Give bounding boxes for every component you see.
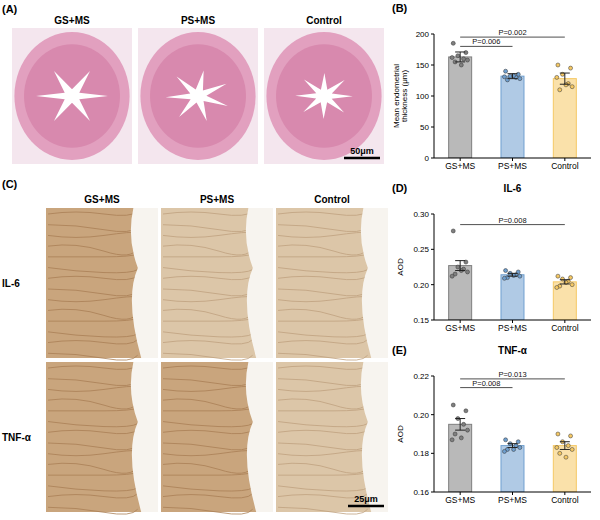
svg-text:Control: Control bbox=[314, 194, 350, 205]
svg-text:0.16: 0.16 bbox=[413, 488, 429, 497]
html-text:(B): (B) bbox=[392, 2, 408, 14]
html-text:(D): (D) bbox=[392, 182, 408, 194]
svg-text:Control: Control bbox=[551, 323, 579, 333]
svg-text:GS+MS: GS+MS bbox=[445, 161, 475, 171]
svg-text:0.22: 0.22 bbox=[413, 372, 429, 381]
svg-text:PS+MS: PS+MS bbox=[498, 323, 527, 333]
svg-text:200: 200 bbox=[416, 30, 430, 39]
svg-text:P=0.006: P=0.006 bbox=[472, 37, 500, 46]
svg-text:0: 0 bbox=[425, 154, 430, 163]
svg-text:50μm: 50μm bbox=[350, 146, 374, 156]
svg-text:TNF-α: TNF-α bbox=[2, 432, 32, 443]
html-text:(E): (E) bbox=[392, 344, 407, 356]
html-text:IL-6: IL-6 bbox=[503, 183, 522, 194]
svg-text:IL-6: IL-6 bbox=[2, 278, 20, 289]
svg-text:(A): (A) bbox=[2, 3, 18, 15]
svg-text:AOD: AOD bbox=[396, 425, 405, 443]
svg-text:Control: Control bbox=[551, 161, 579, 171]
svg-text:GS+MS: GS+MS bbox=[84, 194, 120, 205]
svg-text:25μm: 25μm bbox=[354, 494, 378, 504]
svg-text:PS+MS: PS+MS bbox=[498, 495, 527, 505]
svg-text:PS+MS: PS+MS bbox=[498, 161, 527, 171]
svg-text:P=0.008: P=0.008 bbox=[472, 379, 500, 388]
svg-text:100: 100 bbox=[416, 92, 430, 101]
svg-text:P=0.008: P=0.008 bbox=[498, 216, 526, 225]
svg-text:0.20: 0.20 bbox=[413, 281, 429, 290]
svg-text:AOD: AOD bbox=[396, 258, 405, 276]
svg-text:Control: Control bbox=[551, 495, 579, 505]
svg-text:GS+MS: GS+MS bbox=[445, 323, 475, 333]
svg-text:PS+MS: PS+MS bbox=[181, 15, 216, 26]
svg-text:P=0.002: P=0.002 bbox=[498, 28, 526, 37]
svg-text:(C): (C) bbox=[2, 178, 18, 190]
svg-text:0.18: 0.18 bbox=[413, 449, 429, 458]
svg-text:150: 150 bbox=[416, 61, 430, 70]
svg-text:50: 50 bbox=[420, 123, 429, 132]
svg-text:GS+MS: GS+MS bbox=[445, 495, 475, 505]
svg-text:PS+MS: PS+MS bbox=[200, 194, 235, 205]
svg-text:0.20: 0.20 bbox=[413, 411, 429, 420]
svg-text:0.15: 0.15 bbox=[413, 316, 429, 325]
svg-text:Control: Control bbox=[306, 15, 342, 26]
svg-text:0.30: 0.30 bbox=[413, 210, 429, 219]
svg-text:P=0.013: P=0.013 bbox=[498, 370, 526, 379]
html-text:TNF-α: TNF-α bbox=[498, 345, 527, 356]
svg-text:GS+MS: GS+MS bbox=[54, 15, 90, 26]
svg-text:0.25: 0.25 bbox=[413, 245, 429, 254]
svg-text:Mean endometrialthickness (μm): Mean endometrialthickness (μm) bbox=[392, 64, 410, 128]
